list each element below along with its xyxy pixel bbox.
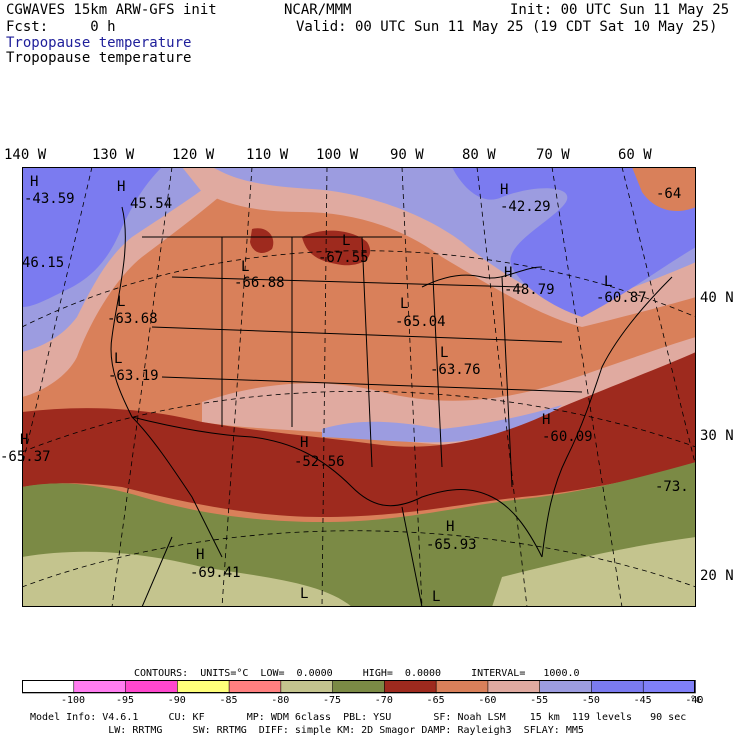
lon-label: 120 W xyxy=(172,147,215,163)
tropopause-temperature-map xyxy=(22,167,696,607)
extremum-type: L xyxy=(241,259,250,275)
model-info-line-1: Model Info: V4.6.1 CU: KF MP: WDM 6class… xyxy=(30,712,687,723)
colorbar-tick-label: -100 xyxy=(60,695,86,706)
extremum-type: L xyxy=(604,274,613,290)
model-info-line-2: LW: RRTMG SW: RRTMG DIFF: simple KM: 2D … xyxy=(30,725,584,736)
init-time: Init: 00 UTC Sun 11 May 25 xyxy=(510,2,730,18)
cold-core-band xyxy=(22,352,696,517)
colorbar xyxy=(22,680,696,694)
lat-label: 30 N xyxy=(700,428,734,444)
extremum-type: H xyxy=(542,412,551,428)
extremum-value: -60.87 xyxy=(596,290,647,306)
extremum-type: L xyxy=(400,296,409,312)
colorbar-tick-label: -90 xyxy=(167,695,186,706)
colorbar-swatch xyxy=(280,680,334,694)
colorbar-swatch xyxy=(384,680,437,694)
extremum-value: -63.76 xyxy=(430,362,481,378)
extremum-type: H xyxy=(30,174,39,190)
lon-label: 60 W xyxy=(618,147,652,163)
extremum-value: -42.29 xyxy=(500,199,551,215)
extremum-type: H xyxy=(196,547,205,563)
extremum-value: -66.88 xyxy=(234,275,285,291)
extremum-type: H xyxy=(117,179,126,195)
colorbar-unit: °C xyxy=(690,695,703,706)
extremum-type: H xyxy=(504,265,513,281)
extremum-type: H xyxy=(300,435,309,451)
extremum-type: L xyxy=(300,586,309,602)
colorbar-tick-label: -65 xyxy=(426,695,445,706)
colorbar-swatch xyxy=(332,680,386,694)
colorbar-tick-label: -45 xyxy=(633,695,652,706)
lon-label: 100 W xyxy=(316,147,359,163)
field-label-1: Tropopause temperature xyxy=(6,35,192,51)
extremum-value: -69.41 xyxy=(190,565,241,581)
colorbar-swatch xyxy=(228,680,282,694)
forecast-hour: Fcst: 0 h xyxy=(6,19,116,35)
extremum-value: -63.68 xyxy=(107,311,158,327)
colorbar-tick-label: -85 xyxy=(219,695,238,706)
extremum-type: H xyxy=(446,519,455,535)
lat-label: 20 N xyxy=(700,568,734,584)
colorbar-tick-label: -95 xyxy=(115,695,134,706)
organization: NCAR/MMM xyxy=(284,2,352,18)
lat-label: 40 N xyxy=(700,290,734,306)
colorbar-tick-label: -60 xyxy=(478,695,497,706)
lon-label: 140 W xyxy=(4,147,47,163)
colorbar-swatch xyxy=(125,680,179,694)
colorbar-tick-label: -80 xyxy=(271,695,290,706)
colorbar-swatch xyxy=(539,680,593,694)
extremum-value: -65.93 xyxy=(426,537,477,553)
extremum-type: L xyxy=(117,294,126,310)
colorbar-tick-label: -40 xyxy=(685,695,704,706)
extremum-value: -52.56 xyxy=(294,454,345,470)
contour-info: CONTOURS: UNITS=°C LOW= 0.0000 HIGH= 0.0… xyxy=(134,668,580,679)
extremum-type: L xyxy=(432,589,441,605)
lon-label: 110 W xyxy=(246,147,289,163)
extremum-value: -65.04 xyxy=(395,314,446,330)
khaki-region-sw xyxy=(22,551,352,607)
colorbar-swatch xyxy=(591,680,645,694)
extremum-type: H xyxy=(20,432,29,448)
extremum-type: L xyxy=(342,233,351,249)
lon-label: 130 W xyxy=(92,147,135,163)
nw-blue-region xyxy=(22,167,162,307)
lon-label: 70 W xyxy=(536,147,570,163)
extremum-value: -65.37 xyxy=(0,449,51,465)
cold-core-patch-northwest xyxy=(250,228,274,253)
extremum-value: 46.15 xyxy=(22,255,65,271)
model-title: CGWAVES 15km ARW-GFS init xyxy=(6,2,217,18)
colorbar-swatch xyxy=(487,680,541,694)
ne-blue-region xyxy=(452,167,696,317)
extremum-value: 45.54 xyxy=(130,196,173,212)
colorbar-tick-label: -75 xyxy=(323,695,342,706)
colorbar-swatch xyxy=(177,680,230,694)
colorbar-swatch xyxy=(73,680,127,694)
extremum-type: H xyxy=(500,182,509,198)
colorbar-swatch xyxy=(642,680,696,694)
colorbar-swatch xyxy=(435,680,489,694)
boundaries xyxy=(110,206,673,607)
field-label-2: Tropopause temperature xyxy=(6,50,192,66)
lon-label: 80 W xyxy=(462,147,496,163)
colorbar-swatch xyxy=(22,680,75,694)
extremum-value: -60.09 xyxy=(542,429,593,445)
central-lavender-arc xyxy=(322,405,562,443)
graticule xyxy=(22,167,696,607)
extremum-value: -73. xyxy=(655,479,689,495)
cold-core-patch-north xyxy=(302,230,371,266)
extremum-value: -48.79 xyxy=(504,282,555,298)
extremum-value: -64 xyxy=(656,186,682,202)
valid-time: Valid: 00 UTC Sun 11 May 25 (19 CDT Sat … xyxy=(296,19,718,35)
extremum-value: -67.55 xyxy=(318,250,369,266)
extremum-value: -63.19 xyxy=(108,368,159,384)
colorbar-tick-label: -55 xyxy=(530,695,549,706)
extremum-type: L xyxy=(114,351,123,367)
extremum-value: -43.59 xyxy=(24,191,75,207)
lon-label: 90 W xyxy=(390,147,424,163)
extremum-type: L xyxy=(440,345,449,361)
khaki-region-se xyxy=(492,537,696,607)
colorbar-tick-label: -50 xyxy=(581,695,600,706)
colorbar-tick-label: -70 xyxy=(374,695,393,706)
ne-orange-patch xyxy=(632,167,696,212)
